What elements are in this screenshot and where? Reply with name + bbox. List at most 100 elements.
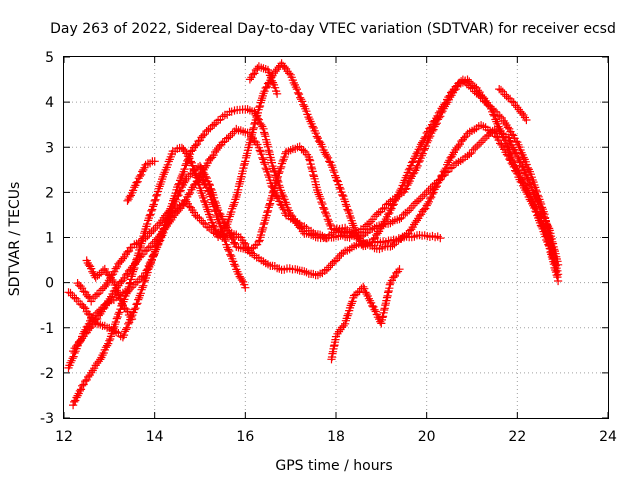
data-point (360, 284, 369, 293)
data-point (522, 160, 531, 169)
data-point (229, 257, 238, 266)
data-point (199, 176, 208, 185)
data-point (185, 188, 195, 197)
data-point (149, 200, 158, 209)
data-point (137, 239, 146, 248)
data-point (436, 234, 445, 243)
data-point (293, 88, 303, 97)
data-point (251, 65, 260, 75)
data-point (130, 263, 139, 273)
series-arc-8 (245, 62, 282, 98)
series-arc-10 (327, 265, 404, 364)
data-point (87, 264, 96, 273)
data-point (320, 205, 329, 214)
data-point (209, 221, 218, 230)
data-point (241, 157, 250, 166)
data-point (426, 194, 435, 203)
data-point (206, 192, 215, 201)
data-point (260, 87, 269, 96)
data-point (105, 336, 114, 345)
data-point (209, 202, 219, 211)
data-point (116, 296, 125, 305)
y-tick-label: 5 (45, 50, 54, 66)
data-point (532, 187, 541, 196)
data-point (424, 197, 433, 206)
data-point (184, 190, 193, 199)
data-point (84, 319, 93, 328)
data-point (305, 155, 314, 164)
data-point (441, 98, 450, 107)
data-point (75, 386, 84, 395)
data-point (221, 236, 230, 246)
data-point (109, 277, 118, 287)
data-point (188, 161, 197, 170)
data-point (322, 152, 331, 161)
data-point (274, 169, 283, 178)
data-point (124, 319, 133, 328)
data-point (68, 354, 77, 363)
data-point (150, 157, 159, 166)
data-point (208, 198, 217, 207)
data-point (420, 134, 429, 143)
data-point (263, 167, 272, 176)
data-point (126, 275, 136, 284)
data-point (254, 237, 263, 246)
data-point (390, 271, 399, 281)
data-point (513, 169, 522, 178)
data-point (280, 63, 289, 72)
x-tick-label: 24 (599, 429, 617, 445)
data-point (202, 183, 211, 192)
data-point (308, 122, 317, 131)
x-tick-label: 22 (508, 429, 526, 445)
x-tick-label: 20 (418, 429, 436, 445)
data-point (460, 133, 469, 142)
data-point (103, 270, 112, 279)
y-axis-label: SDTVAR / TECUs (7, 182, 23, 297)
data-point (186, 157, 195, 166)
data-point (311, 129, 320, 138)
data-point (551, 268, 561, 277)
data-point (185, 202, 194, 211)
data-point (115, 258, 124, 267)
data-point (431, 183, 440, 192)
data-point (395, 265, 404, 274)
data-point (512, 149, 521, 158)
data-point (111, 264, 120, 273)
data-point (76, 385, 86, 394)
data-point (292, 85, 301, 94)
data-point (123, 287, 132, 296)
data-point (177, 143, 186, 152)
data-point (230, 198, 239, 207)
data-point (341, 197, 350, 206)
data-point (175, 187, 184, 196)
data-point (114, 290, 123, 299)
data-point (180, 165, 189, 174)
data-point (114, 259, 123, 268)
data-point (429, 188, 438, 197)
data-point (278, 156, 287, 166)
data-point (143, 219, 152, 229)
data-point (153, 190, 162, 199)
data-point (426, 132, 435, 141)
data-point (265, 173, 274, 182)
data-point (341, 319, 350, 328)
data-point (517, 161, 526, 171)
data-point (265, 150, 274, 159)
data-point (152, 191, 161, 200)
data-point (125, 279, 134, 288)
data-point (415, 211, 424, 220)
data-point (263, 208, 272, 217)
data-point (164, 216, 173, 225)
data-point (99, 348, 108, 358)
data-point (457, 137, 466, 146)
data-point (316, 194, 325, 203)
data-point (280, 195, 289, 204)
data-point (78, 381, 87, 390)
series-arc-9 (195, 170, 250, 292)
data-point (231, 262, 240, 271)
data-point (203, 159, 212, 168)
data-point (554, 260, 563, 269)
data-point (262, 82, 271, 91)
data-point (387, 276, 396, 285)
